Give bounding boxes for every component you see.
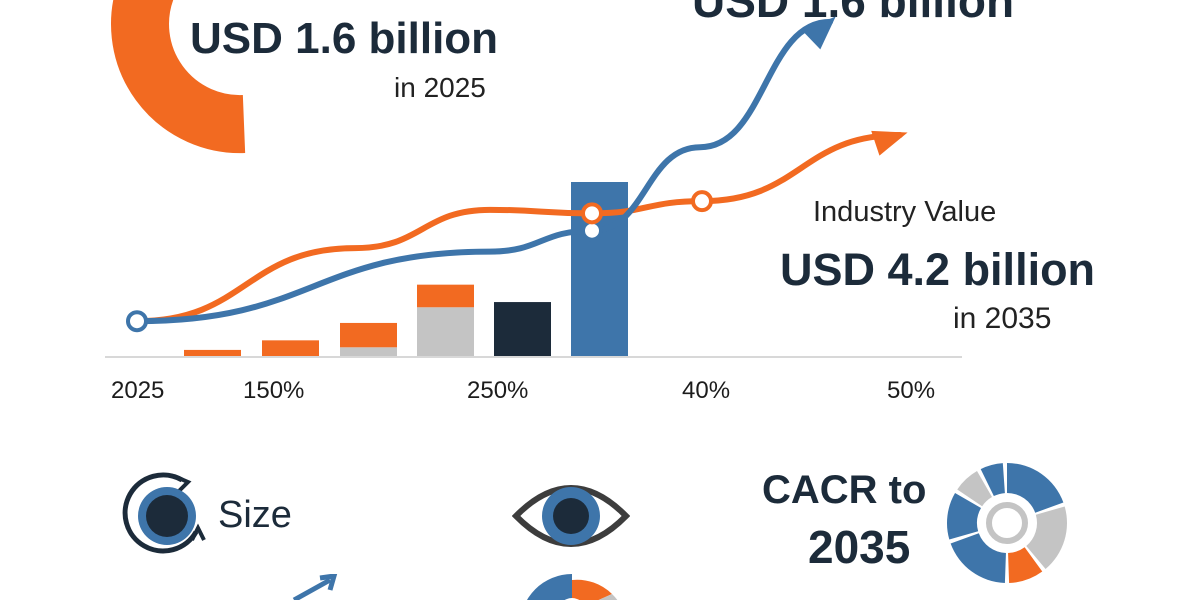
bar-segment [417,307,474,356]
donut-partial-icon [527,574,618,600]
end-year: in 2035 [953,302,1052,335]
tick-label: 40% [682,377,731,404]
end-value: USD 4.2 billion [780,244,1096,295]
data-point-marker [691,190,713,213]
industry-value-label: Industry Value [813,196,997,228]
bar-segment [340,347,397,356]
tick-label: 2025 [111,377,165,404]
tick-label: 250% [467,377,529,404]
donut-segment [1008,547,1043,583]
donut-segment [980,463,1005,497]
data-point-marker [581,202,603,225]
start-year: in 2025 [394,72,486,103]
donut-segment [947,493,982,540]
trend-arrow-icon [292,574,338,600]
tick-label: 50% [887,377,936,404]
donut-segment [957,471,992,507]
bar-segment [417,284,474,308]
bar-segment [262,340,319,356]
cropped-headline: USD 1.6 billion [692,0,1015,27]
tick-label: 150% [243,377,305,404]
bar-segment [494,302,551,356]
size-cycle-icon [122,472,206,554]
growth-chart [105,16,962,358]
size-label: Size [218,494,292,536]
donut-chart-icon [947,463,1067,583]
donut-segment [1007,463,1064,513]
bars-layer [184,182,628,356]
bar-segment [184,349,241,356]
arrow-head [871,130,908,156]
eye-icon [512,485,630,547]
cagr-label-line1: CACR to [762,468,927,512]
donut-segment [950,533,1006,583]
donut-segment [1026,506,1067,569]
series-line [134,132,903,325]
bar-segment [340,322,397,348]
orange-arc-icon [111,0,246,154]
data-point-marker [581,219,603,242]
series-line [134,18,833,325]
data-point-marker [126,310,148,333]
cagr-label-line2: 2035 [808,521,911,573]
start-value: USD 1.6 billion [190,14,499,63]
arrow-head [802,16,836,50]
markers-layer [126,190,713,333]
